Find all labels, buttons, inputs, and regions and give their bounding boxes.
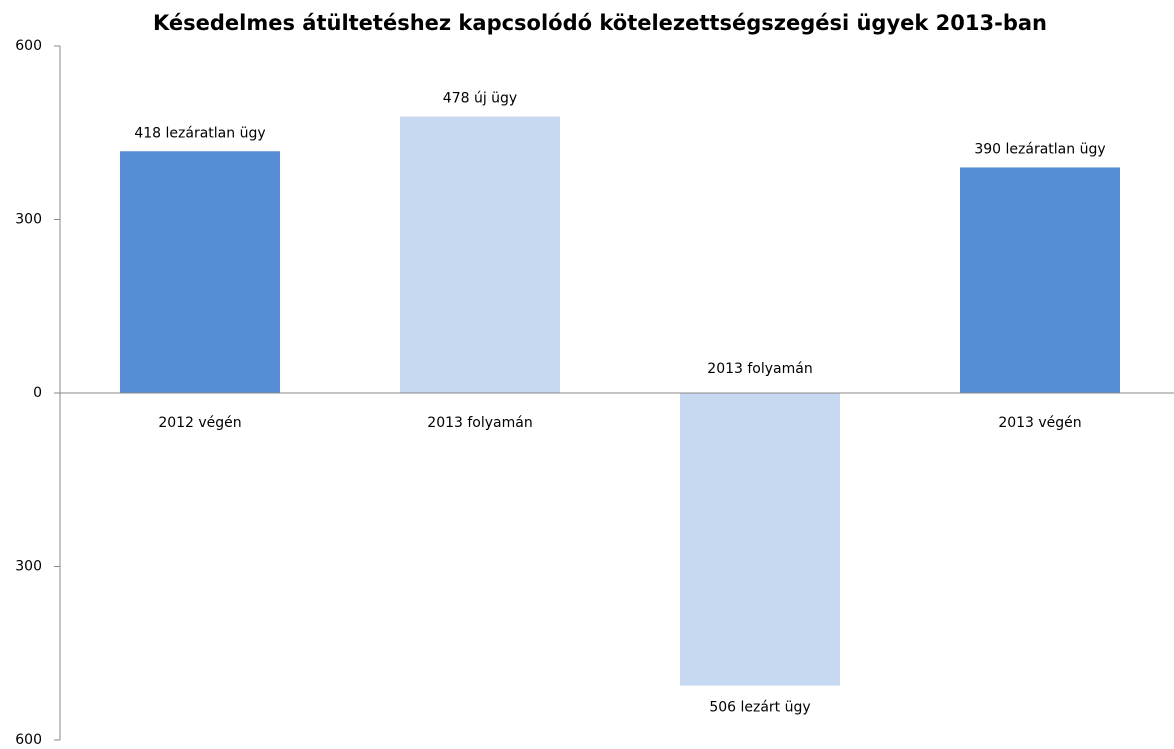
bar: [400, 116, 560, 393]
x-tick-label: 2013 folyamán: [427, 415, 532, 431]
x-tick-label: 2013 végén: [998, 415, 1081, 431]
bar: [680, 393, 840, 686]
y-tick-label: 0: [33, 385, 42, 401]
y-tick-label: 600: [15, 38, 42, 54]
y-tick-label: 300: [15, 559, 42, 575]
data-label: 478 új ügy: [443, 91, 517, 107]
y-tick-label: 300: [15, 212, 42, 228]
x-tick-label: 2012 végén: [158, 415, 241, 431]
x-tick-label: 2013 folyamán: [707, 361, 812, 377]
chart-title: Késedelmes átültetéshez kapcsolódó kötel…: [153, 11, 1047, 35]
data-label: 390 lezáratlan ügy: [974, 141, 1105, 157]
bar: [960, 167, 1120, 393]
bar: [120, 151, 280, 393]
y-tick-label: 600: [15, 732, 42, 748]
data-label: 506 lezárt ügy: [709, 700, 810, 716]
data-label: 418 lezáratlan ügy: [134, 125, 265, 141]
